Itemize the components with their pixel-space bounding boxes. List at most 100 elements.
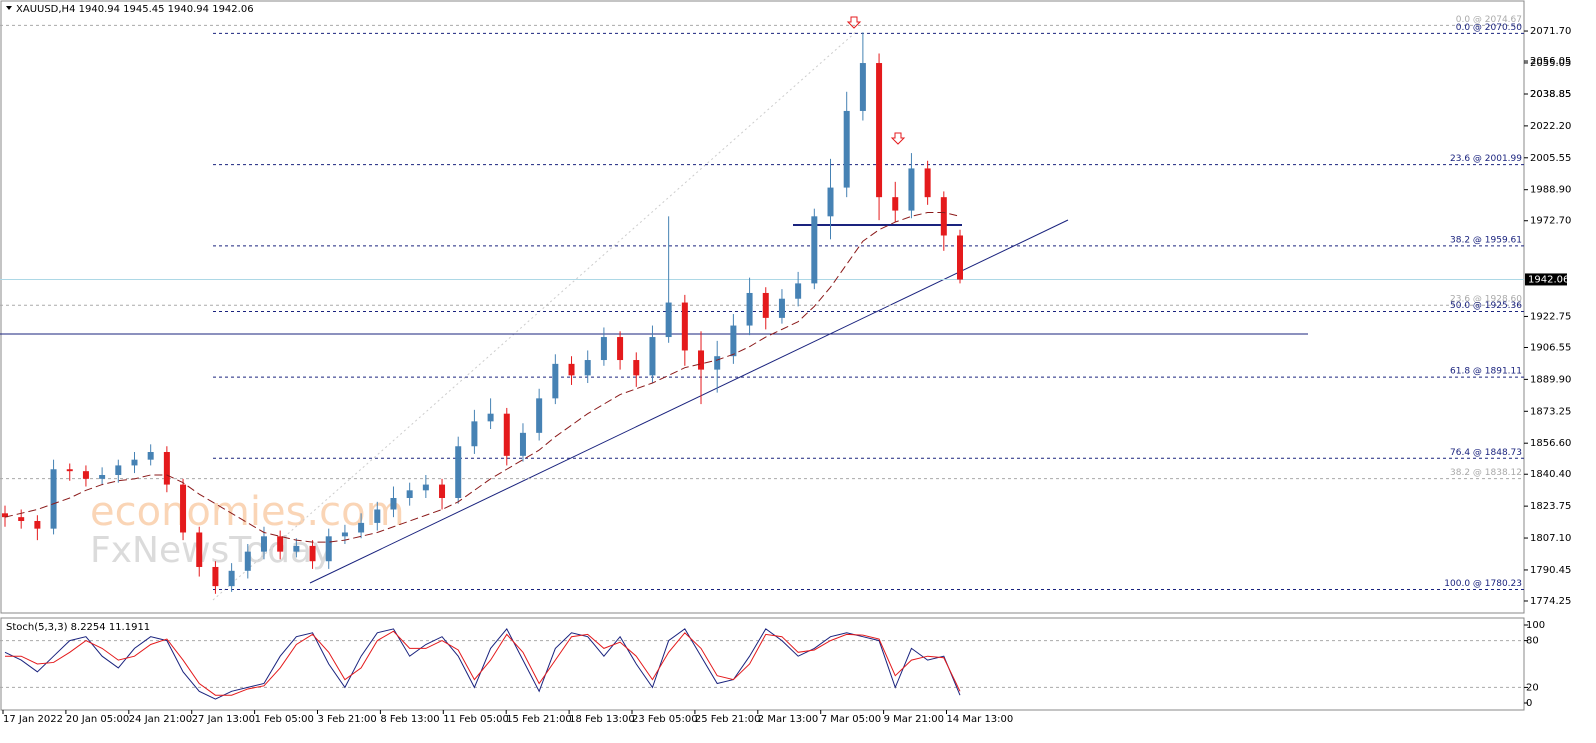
- stoch-tick-label: 0: [1526, 698, 1532, 709]
- x-tick-label: 11 Feb 05:00: [443, 714, 509, 725]
- candle-body: [374, 509, 381, 523]
- fib-ray: [212, 30, 858, 601]
- x-tick-label: 1 Feb 05:00: [255, 714, 314, 725]
- fib-label: 76.4 @ 1848.73: [1450, 448, 1522, 458]
- candle-body: [18, 517, 25, 521]
- fib-label: 23.6 @ 2001.99: [1450, 154, 1522, 164]
- candle-body: [147, 452, 154, 460]
- y-tick-label: 1988.90: [1530, 185, 1571, 196]
- candle-body: [519, 432, 526, 456]
- y-tick-label: 1823.75: [1530, 501, 1571, 512]
- y-tick-label: 1972.70: [1530, 216, 1571, 227]
- candle-body: [196, 532, 203, 567]
- candle-body: [115, 465, 122, 475]
- x-tick-label: 2 Mar 13:00: [758, 714, 818, 725]
- stoch-line: [5, 630, 961, 696]
- candle-body: [827, 187, 834, 217]
- candle-body: [843, 110, 850, 188]
- fib-label-old: 0.0 @ 2074.67: [1456, 15, 1522, 25]
- candle-body: [649, 337, 656, 376]
- candle-body: [260, 536, 267, 552]
- watermark: economies.com: [90, 489, 405, 535]
- x-tick-label: 15 Feb 21:00: [506, 714, 572, 725]
- candle-body: [358, 522, 365, 533]
- candle-body: [180, 484, 187, 533]
- last-price-label: 1942.06: [1528, 274, 1569, 285]
- candle-body: [244, 551, 251, 571]
- y-tick-label: 1906.55: [1530, 342, 1571, 353]
- arrow-down: [890, 132, 906, 145]
- y-tick-label: 2056.05: [1530, 56, 1571, 67]
- trendline: [309, 219, 1069, 584]
- x-tick-label: 3 Feb 21:00: [318, 714, 377, 725]
- stoch-label: Stoch(5,3,3) 8.2254 11.1911: [6, 622, 150, 633]
- fib-label: 38.2 @ 1959.61: [1450, 235, 1522, 245]
- watermark: FxNewsToday: [90, 530, 333, 571]
- x-tick-label: 20 Jan 05:00: [66, 714, 129, 725]
- candle-body: [876, 63, 883, 198]
- fib-label: 100.0 @ 1780.23: [1444, 579, 1522, 589]
- candle-body: [698, 350, 705, 370]
- candle-body: [940, 197, 947, 236]
- candle-body: [811, 216, 818, 284]
- candle-body: [2, 513, 8, 518]
- chart-title: XAUUSD,H4 1940.94 1945.45 1940.94 1942.0…: [16, 4, 254, 15]
- candle-body: [617, 337, 624, 361]
- fib-label: 61.8 @ 1891.11: [1450, 367, 1522, 377]
- x-tick-label: 23 Feb 05:00: [632, 714, 698, 725]
- candle-body: [34, 520, 41, 529]
- candle-body: [293, 545, 300, 552]
- last-price-box: [1525, 273, 1567, 286]
- candle-body: [82, 471, 89, 479]
- candle-body: [50, 469, 57, 529]
- y-tick-label: 2038.85: [1530, 89, 1571, 100]
- candle-body: [681, 302, 688, 351]
- candle-body: [892, 197, 899, 211]
- x-tick-label: 17 Jan 2022: [3, 714, 63, 725]
- candle-body: [309, 545, 316, 562]
- y-tick-label: 1889.90: [1530, 374, 1571, 385]
- candle-body: [212, 566, 219, 587]
- stoch-tick-label: 100: [1526, 620, 1545, 631]
- candle-body: [600, 337, 607, 361]
- y-tick-label: 1873.25: [1530, 406, 1571, 417]
- candle-body: [406, 490, 413, 498]
- candle-body: [633, 360, 640, 376]
- candle-body: [66, 469, 73, 472]
- candle-body: [390, 497, 397, 510]
- candle-body: [325, 536, 332, 562]
- candle-body: [277, 536, 284, 552]
- y-tick-label: 1807.10: [1530, 533, 1571, 544]
- fib-label: 50.0 @ 1925.36: [1450, 301, 1522, 311]
- arrow-down: [846, 16, 862, 29]
- candle-body: [341, 532, 348, 537]
- y-tick-label: 1856.60: [1530, 438, 1571, 449]
- stoch-frame: [0, 617, 1525, 711]
- candle-body: [714, 356, 721, 370]
- candle-body: [859, 63, 866, 111]
- x-tick-label: 8 Feb 13:00: [380, 714, 439, 725]
- x-tick-label: 18 Feb 13:00: [569, 714, 635, 725]
- y-tick-label: 1840.40: [1530, 469, 1571, 480]
- candle-body: [455, 446, 462, 498]
- x-tick-label: 9 Mar 21:00: [884, 714, 944, 725]
- y-tick-label: 2005.55: [1530, 153, 1571, 164]
- stoch-tick-label: 20: [1526, 682, 1539, 693]
- candle-body: [131, 459, 138, 466]
- candle-body: [762, 292, 769, 318]
- candle-body: [665, 302, 672, 338]
- y-tick-label: 1922.75: [1530, 311, 1571, 322]
- fib-label-old: 23.6 @ 1928.60: [1450, 295, 1522, 305]
- candle-body: [584, 360, 591, 376]
- candle-body: [228, 570, 235, 587]
- y-tick-label: 2022.20: [1530, 121, 1571, 132]
- candle-body: [487, 413, 494, 422]
- candle-body: [552, 363, 559, 399]
- x-tick-label: 14 Mar 13:00: [947, 714, 1014, 725]
- candle-body: [439, 484, 446, 498]
- menu-icon[interactable]: [6, 6, 12, 10]
- x-tick-label: 27 Jan 13:00: [192, 714, 255, 725]
- candle-body: [746, 292, 753, 326]
